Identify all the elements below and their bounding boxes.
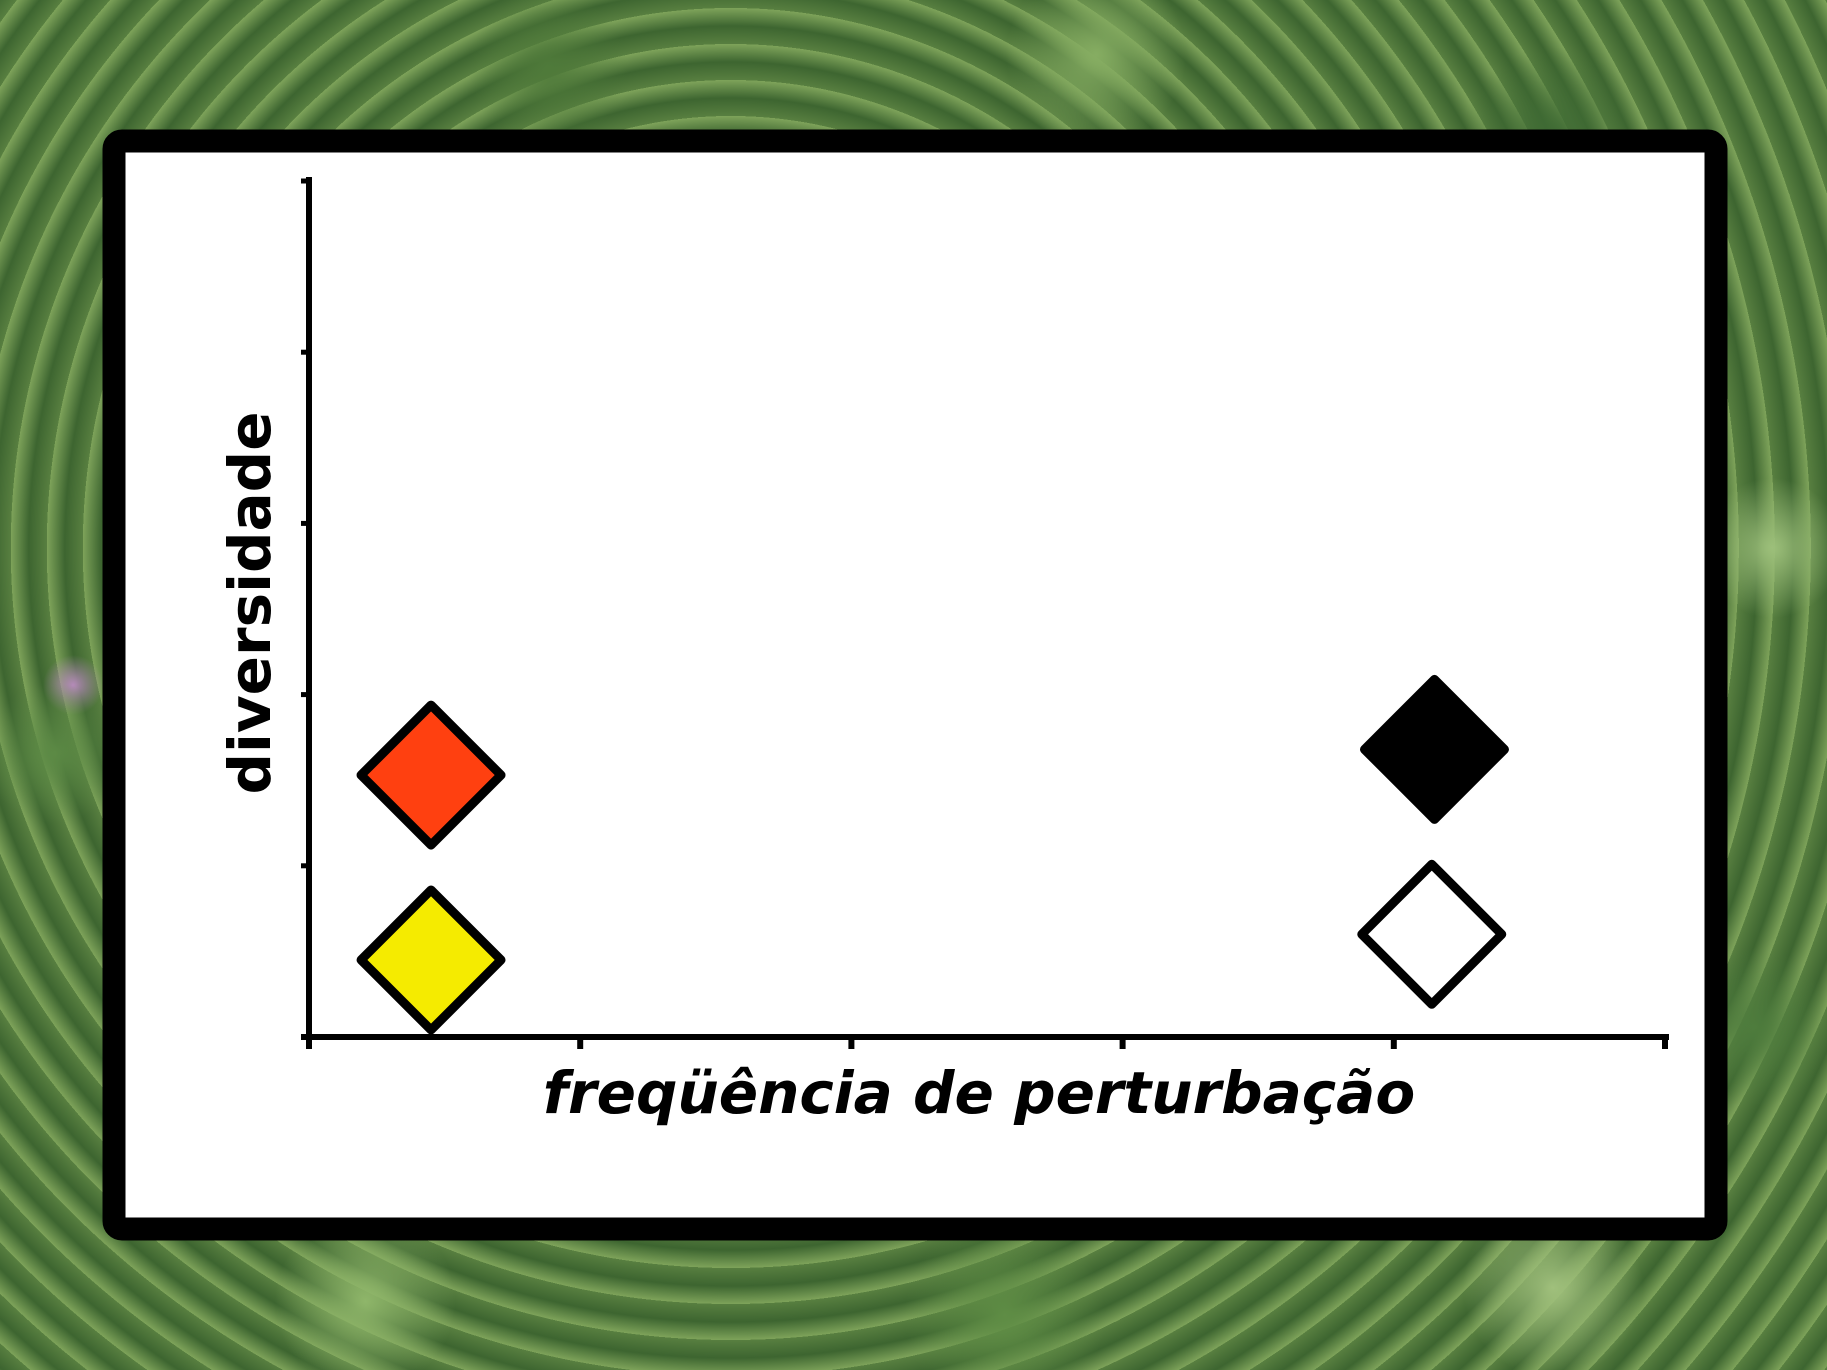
- point: [356, 885, 506, 1035]
- y-axis-label: diversidade: [216, 411, 284, 794]
- point: [1357, 859, 1507, 1009]
- x-axis-label: freqüência de perturbação: [543, 1059, 1415, 1127]
- chart-panel: [102, 129, 1728, 1241]
- point: [356, 700, 506, 850]
- point: [1359, 674, 1509, 824]
